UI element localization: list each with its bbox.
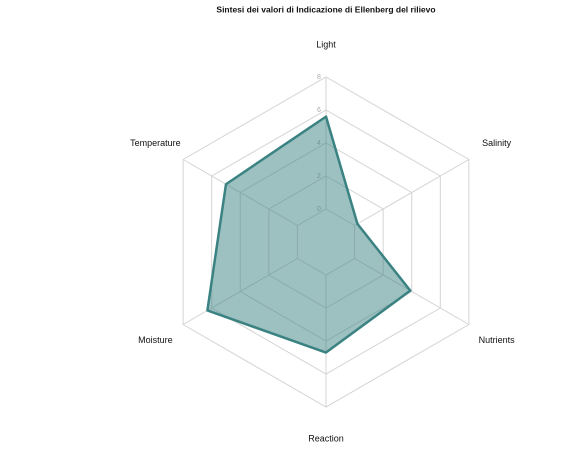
r-tick-label: 6 (317, 107, 321, 114)
axis-label: Moisture (138, 335, 173, 345)
r-tick-label: 8 (317, 74, 321, 81)
axis-label: Reaction (308, 433, 344, 443)
axis-spoke (354, 159, 470, 226)
axis-label: Nutrients (479, 335, 516, 345)
chart-title: Sintesi dei valori di Indicazione di Ell… (216, 4, 435, 14)
axis-label: Light (316, 39, 336, 49)
radar-area (206, 115, 412, 354)
axis-label: Salinity (482, 138, 512, 148)
axis-label: Temperature (130, 138, 181, 148)
